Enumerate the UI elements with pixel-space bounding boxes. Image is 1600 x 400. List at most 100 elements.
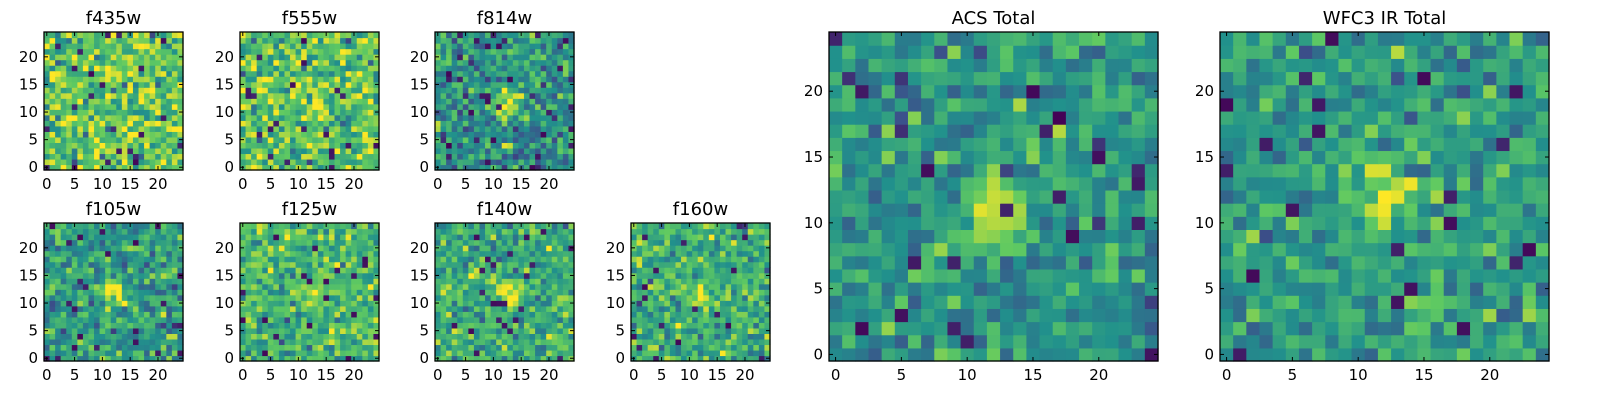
heatmap-cell <box>44 278 51 285</box>
heatmap-cell <box>245 164 252 171</box>
heatmap-cell <box>842 163 856 178</box>
heatmap-cell <box>697 338 704 346</box>
heatmap-cell <box>267 37 274 44</box>
heatmap-cell <box>557 142 564 149</box>
heatmap-cell <box>535 311 542 318</box>
heatmap-cell <box>1013 321 1027 336</box>
heatmap-cell <box>251 311 258 318</box>
y-tick-label: 0 <box>419 349 429 367</box>
heatmap-cell <box>529 81 536 88</box>
heatmap-cell <box>551 76 558 83</box>
heatmap-cell <box>479 228 486 235</box>
heatmap-cell <box>267 289 274 296</box>
heatmap-cell <box>535 289 542 296</box>
heatmap-cell <box>451 245 458 252</box>
heatmap-cell <box>362 158 369 166</box>
heatmap-cell <box>703 327 710 334</box>
heatmap-cell <box>166 147 173 155</box>
heatmap-cell <box>144 278 151 285</box>
heatmap-cell <box>132 54 140 61</box>
heatmap-cell <box>1013 347 1027 362</box>
heatmap-cell <box>77 256 84 263</box>
heatmap-cell <box>262 32 269 39</box>
heatmap-cell <box>731 245 738 252</box>
heatmap-cell <box>512 344 519 351</box>
heatmap-cell <box>284 142 291 149</box>
heatmap-cell <box>149 120 156 127</box>
heatmap-cell <box>507 76 514 83</box>
heatmap-cell <box>94 305 101 312</box>
heatmap-cell <box>82 109 90 116</box>
heatmap-cell <box>535 37 542 44</box>
heatmap-cell <box>986 176 1001 191</box>
heatmap-cell <box>457 48 464 55</box>
heatmap-cell <box>317 32 324 39</box>
heatmap-cell <box>290 70 297 77</box>
heatmap-cell <box>1039 295 1054 309</box>
heatmap-cell <box>132 272 140 279</box>
heatmap-cell <box>251 48 258 55</box>
heatmap-cell <box>99 316 106 323</box>
heatmap-cell <box>110 261 117 268</box>
heatmap-cell <box>328 65 336 72</box>
heatmap-cell <box>340 37 347 44</box>
heatmap-cell <box>557 54 564 61</box>
heatmap-cell <box>719 283 727 290</box>
heatmap-cell <box>373 120 380 127</box>
heatmap-cell <box>692 322 699 329</box>
heatmap-cell <box>518 65 525 72</box>
heatmap-cell <box>262 289 269 296</box>
heatmap-cell <box>295 283 302 290</box>
heatmap-cell <box>512 65 519 72</box>
heatmap-cell <box>373 261 380 268</box>
heatmap-cell <box>155 54 162 61</box>
heatmap-cell <box>367 76 375 83</box>
heatmap-cell <box>60 65 67 72</box>
heatmap-cell <box>71 344 78 351</box>
heatmap-cell <box>55 37 62 44</box>
heatmap-cell <box>273 48 280 55</box>
heatmap-cell <box>312 142 319 149</box>
heatmap-cell <box>1118 216 1133 230</box>
heatmap-cell <box>468 92 475 99</box>
heatmap-cell <box>496 333 503 340</box>
heatmap-cell <box>71 316 78 323</box>
heatmap-cell <box>334 294 341 301</box>
heatmap-cell <box>138 59 145 66</box>
heatmap-cell <box>284 344 291 351</box>
heatmap-cell <box>753 294 760 301</box>
heatmap-cell <box>540 92 547 99</box>
heatmap-cell <box>435 59 442 66</box>
heatmap-cell <box>934 229 949 244</box>
heatmap-cell <box>323 109 330 116</box>
heatmap-cell <box>960 347 975 362</box>
heatmap-cell <box>551 289 558 296</box>
heatmap-cell <box>66 333 73 340</box>
heatmap-cell <box>171 32 179 39</box>
heatmap-cell <box>457 223 464 230</box>
heatmap-cell <box>301 136 308 143</box>
heatmap-cell <box>462 87 469 94</box>
heatmap-cell <box>295 92 302 99</box>
heatmap-cell <box>284 250 291 257</box>
heatmap-cell <box>658 316 665 323</box>
heatmap-cell <box>82 349 90 357</box>
heatmap-cell <box>485 245 492 252</box>
heatmap-cell <box>468 32 475 39</box>
heatmap-cell <box>55 59 62 66</box>
heatmap-cell <box>88 109 95 116</box>
heatmap-cell <box>1131 216 1146 230</box>
heatmap-cell <box>868 189 883 204</box>
heatmap-cell <box>121 223 128 230</box>
heatmap-cell <box>328 322 336 329</box>
heatmap-cell <box>557 114 564 121</box>
heatmap-cell <box>88 327 95 334</box>
heatmap-cell <box>557 338 564 346</box>
heatmap-cell <box>144 37 151 44</box>
heatmap-cell <box>529 125 536 132</box>
heatmap-cell <box>44 261 51 268</box>
heatmap-cell <box>116 272 123 279</box>
heatmap-cell <box>340 256 347 263</box>
heatmap-cell <box>60 355 67 362</box>
heatmap-cell <box>512 48 519 55</box>
